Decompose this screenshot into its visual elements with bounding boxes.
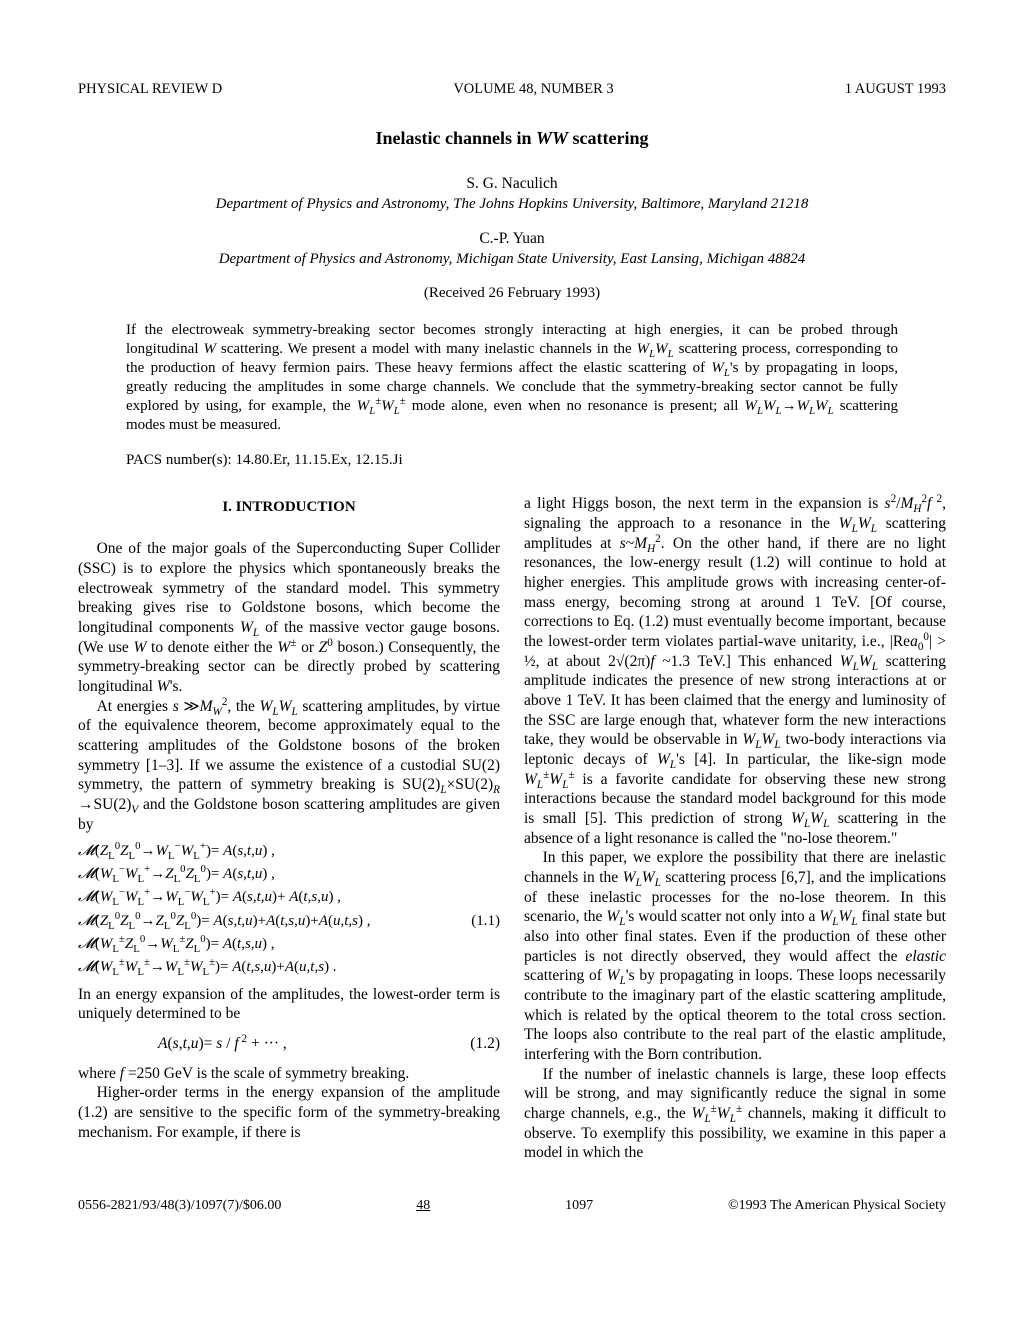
author-name-1: S. G. Naculich <box>78 174 946 194</box>
footer-volume: 48 <box>416 1197 430 1215</box>
paragraph: Higher-order terms in the energy expansi… <box>78 1083 500 1142</box>
publication-date: 1 AUGUST 1993 <box>845 80 946 99</box>
section-1-heading: I. INTRODUCTION <box>78 498 500 517</box>
page: PHYSICAL REVIEW D VOLUME 48, NUMBER 3 1 … <box>0 0 1024 1265</box>
running-footer: 0556-2821/93/48(3)/1097(7)/$06.00 48 109… <box>78 1197 946 1215</box>
author-block-2: C.-P. Yuan Department of Physics and Ast… <box>78 229 946 270</box>
footer-codeline: 0556-2821/93/48(3)/1097(7)/$06.00 <box>78 1197 281 1215</box>
running-header: PHYSICAL REVIEW D VOLUME 48, NUMBER 3 1 … <box>78 80 946 99</box>
author-block-1: S. G. Naculich Department of Physics and… <box>78 174 946 215</box>
equation-number: (1.2) <box>460 1034 500 1054</box>
footer-copyright: ©1993 The American Physical Society <box>728 1197 946 1215</box>
two-column-body: I. INTRODUCTION One of the major goals o… <box>78 494 946 1163</box>
author-affiliation-1: Department of Physics and Astronomy, The… <box>78 195 946 214</box>
right-column: a light Higgs boson, the next term in th… <box>524 494 946 1163</box>
equation-1-2: A(s,t,u)= s / f 2 + ··· , (1.2) <box>78 1034 500 1054</box>
footer-page-number: 1097 <box>565 1197 593 1215</box>
paragraph: If the number of inelastic channels is l… <box>524 1065 946 1163</box>
author-name-2: C.-P. Yuan <box>78 229 946 249</box>
author-affiliation-2: Department of Physics and Astronomy, Mic… <box>78 250 946 269</box>
paragraph: a light Higgs boson, the next term in th… <box>524 494 946 848</box>
received-date: (Received 26 February 1993) <box>78 284 946 303</box>
left-column: I. INTRODUCTION One of the major goals o… <box>78 494 500 1163</box>
paragraph: In this paper, we explore the possibilit… <box>524 848 946 1064</box>
paragraph: where f =250 GeV is the scale of symmetr… <box>78 1064 500 1084</box>
equation-block-1-1: 𝓜(ZL0ZL0→WL−WL+)= A(s,t,u) , 𝓜(WL−WL+→ZL… <box>78 842 500 976</box>
paragraph: In an energy expansion of the amplitudes… <box>78 985 500 1024</box>
equation-number: (1.1) <box>461 912 500 931</box>
article-title: Inelastic channels in WW scattering <box>78 127 946 150</box>
pacs-numbers: PACS number(s): 14.80.Er, 11.15.Ex, 12.1… <box>126 451 898 470</box>
abstract: If the electroweak symmetry-breaking sec… <box>126 321 898 435</box>
journal-name: PHYSICAL REVIEW D <box>78 80 222 99</box>
paragraph: One of the major goals of the Supercondu… <box>78 539 500 696</box>
paragraph: At energies s ≫MW2, the WLWL scattering … <box>78 697 500 835</box>
volume-issue: VOLUME 48, NUMBER 3 <box>453 80 613 99</box>
